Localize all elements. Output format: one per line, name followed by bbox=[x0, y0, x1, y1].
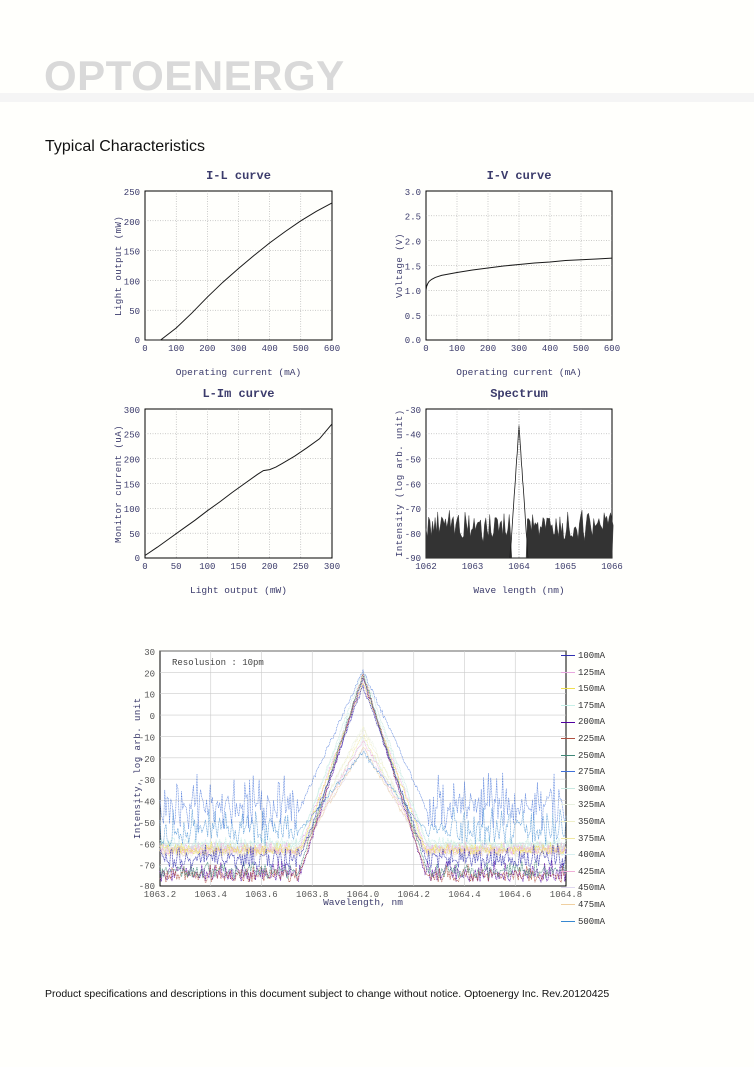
svg-text:100: 100 bbox=[199, 562, 215, 572]
svg-text:0: 0 bbox=[135, 554, 140, 564]
svg-text:200: 200 bbox=[480, 344, 496, 354]
svg-text:0: 0 bbox=[150, 712, 155, 722]
svg-text:0: 0 bbox=[423, 344, 428, 354]
svg-text:0: 0 bbox=[142, 344, 147, 354]
svg-text:Resolusion : 10pm: Resolusion : 10pm bbox=[172, 658, 264, 668]
svg-text:1063: 1063 bbox=[462, 562, 484, 572]
svg-text:50: 50 bbox=[129, 530, 140, 540]
svg-text:1064: 1064 bbox=[508, 562, 530, 572]
svg-text:100: 100 bbox=[449, 344, 465, 354]
svg-text:600: 600 bbox=[604, 344, 620, 354]
svg-text:1062: 1062 bbox=[415, 562, 437, 572]
svg-text:400: 400 bbox=[262, 344, 278, 354]
svg-text:500: 500 bbox=[293, 344, 309, 354]
svg-text:0: 0 bbox=[142, 562, 147, 572]
svg-text:300: 300 bbox=[511, 344, 527, 354]
svg-text:200: 200 bbox=[262, 562, 278, 572]
svg-text:50: 50 bbox=[129, 307, 140, 317]
svg-text:100: 100 bbox=[168, 344, 184, 354]
svg-text:50: 50 bbox=[171, 562, 182, 572]
svg-text:1065: 1065 bbox=[555, 562, 577, 572]
svg-text:400: 400 bbox=[542, 344, 558, 354]
svg-text:150: 150 bbox=[230, 562, 246, 572]
svg-text:600: 600 bbox=[324, 344, 340, 354]
svg-text:300: 300 bbox=[324, 562, 340, 572]
svg-text:0: 0 bbox=[135, 336, 140, 346]
svg-text:250: 250 bbox=[293, 562, 309, 572]
svg-text:1066: 1066 bbox=[601, 562, 623, 572]
svg-text:200: 200 bbox=[199, 344, 215, 354]
svg-text:300: 300 bbox=[230, 344, 246, 354]
svg-text:500: 500 bbox=[573, 344, 589, 354]
